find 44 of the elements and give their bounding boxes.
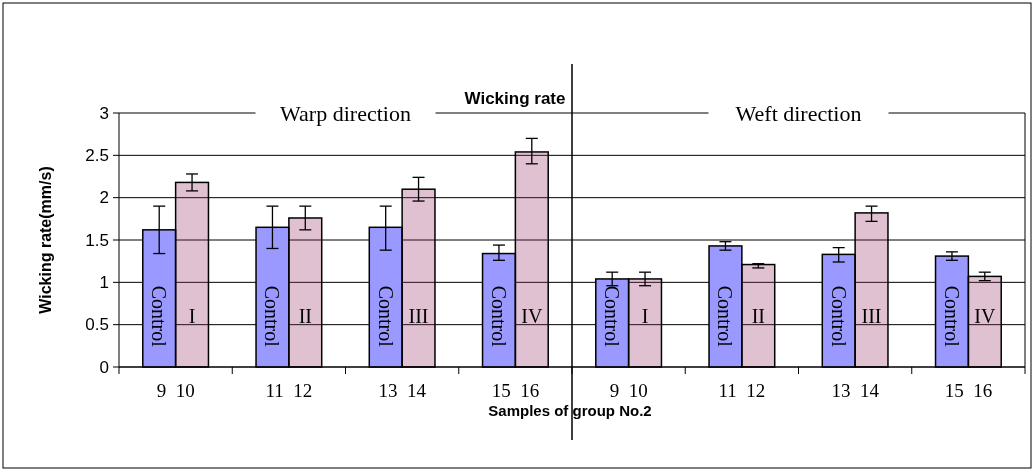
series-label: Control: [601, 285, 624, 348]
data-label: III: [408, 305, 429, 328]
bar: [401, 188, 436, 368]
data-label: II: [298, 305, 312, 328]
y-tick-label: 2: [99, 188, 109, 208]
x-axis-title: Samples of group No.2: [488, 401, 652, 419]
annotation: Weft direction: [735, 100, 862, 126]
x-tick-label: 11 12: [265, 379, 313, 401]
bar: [174, 181, 210, 368]
x-tick-label: 15 16: [491, 379, 540, 401]
y-axis-title: Wicking rate(mm/s): [36, 166, 54, 314]
text: Control: [261, 285, 284, 347]
bar: [967, 275, 1002, 368]
data-label: I: [188, 305, 196, 328]
data-label: II: [751, 305, 765, 328]
y-tick-label: 1.5: [85, 230, 109, 250]
text: Control: [714, 285, 737, 347]
data-label: IV: [974, 305, 996, 328]
annotation: Warp direction: [280, 100, 411, 126]
series-label: Control: [148, 285, 171, 348]
text: Control: [487, 285, 510, 347]
bar: [288, 217, 323, 368]
y-tick-label: 0: [99, 357, 109, 377]
x-tick-label: 9 10: [609, 379, 648, 401]
bar: [854, 212, 889, 368]
x-tick-label: 11 12: [718, 379, 766, 401]
y-tick-label: 1: [99, 272, 109, 292]
data-label: I: [641, 305, 649, 328]
x-tick-label: 13 14: [378, 379, 427, 401]
data-label: III: [861, 305, 882, 328]
x-tick-label: 9 10: [156, 379, 195, 401]
chart-title: Wicking rate: [464, 88, 566, 108]
text: Control: [827, 285, 850, 347]
bar: [741, 263, 776, 368]
text: Control: [374, 285, 397, 347]
data-label: IV: [521, 305, 543, 328]
x-tick-label: 15 16: [944, 379, 993, 401]
x-tick-label: 13 14: [831, 379, 880, 401]
text: Control: [940, 285, 963, 347]
y-tick-label: 2.5: [85, 145, 109, 165]
y-tick-label: 3: [99, 103, 109, 123]
bar: [514, 151, 549, 368]
bar: [627, 278, 663, 368]
y-tick-label: 0.5: [85, 315, 109, 335]
